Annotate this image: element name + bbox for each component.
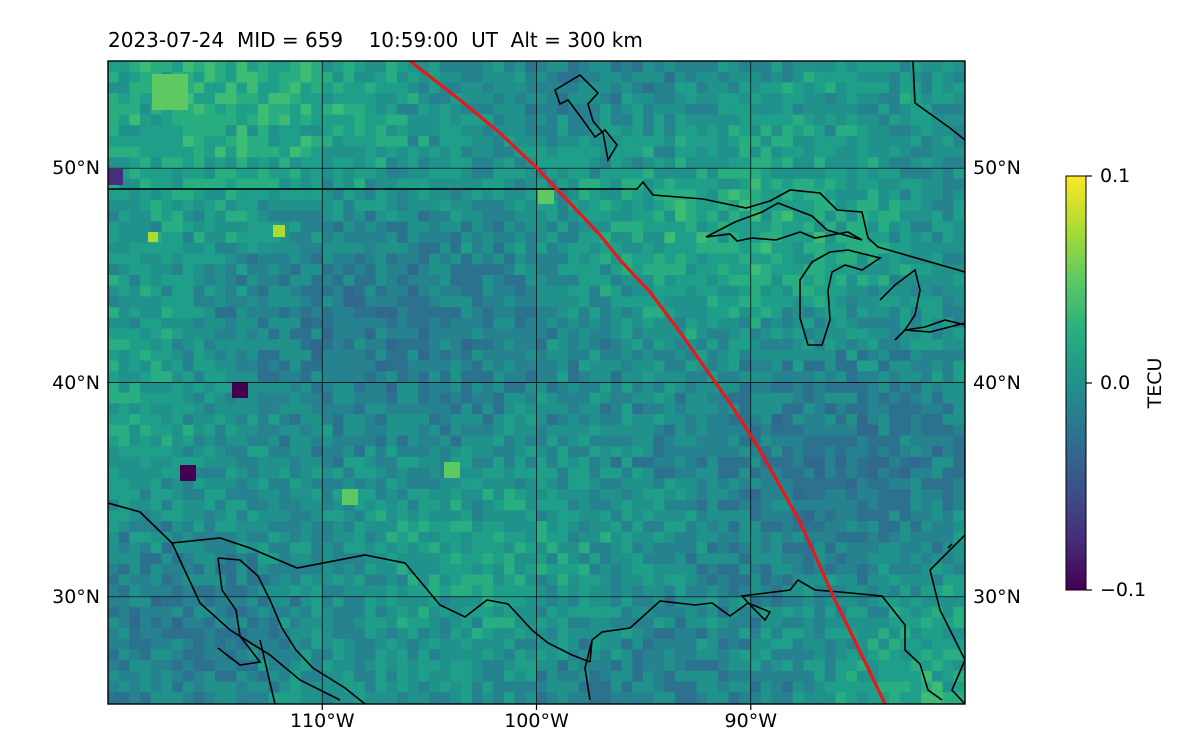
tec-heatmap [108,61,965,704]
colorbar-tick-label: 0.0 [1100,372,1131,394]
y-tick-label-left: 30°N [52,585,100,608]
y-tick-label-right: 50°N [973,157,1021,180]
x-tick-label: 110°W [289,710,355,732]
x-tick-label: 90°W [724,710,777,732]
baja-inner [259,639,276,704]
us-mexico-border [171,537,591,663]
y-tick-label-left: 50°N [52,157,100,180]
ontario-coast [912,61,965,141]
x-tick-label: 100°W [504,710,569,732]
florida-west [947,543,965,704]
satellite-track [409,61,887,704]
colorbar-label: TECU [1144,357,1166,409]
coastlines-borders [108,61,965,704]
y-tick-label-left: 40°N [52,371,100,394]
mexico-gulf-coast [584,639,593,701]
gulf-california [217,557,366,704]
colorbar-tick-label: −0.1 [1100,579,1147,601]
colorbar [1065,175,1087,591]
figure-title: 2023-07-24 MID = 659 10:59:00 UT Alt = 3… [108,28,643,52]
us-canada-border [108,180,965,273]
baja-peninsula [217,557,262,666]
y-tick-label-right: 40°N [973,371,1021,394]
baja-coast [108,502,341,701]
colorbar-ticks [1086,175,1092,591]
lake-michigan [799,249,882,346]
hudson-coast [554,73,618,163]
lake-erie [894,322,965,341]
cuba-coast [929,569,965,661]
texas-gulf-coast [589,578,943,701]
axis-ticks [321,704,752,710]
lake-huron [879,268,965,332]
lake-superior [705,202,863,242]
y-tick-label-right: 30°N [973,585,1021,608]
colorbar-tick-label: 0.1 [1100,165,1131,187]
florida-coast [929,534,965,571]
